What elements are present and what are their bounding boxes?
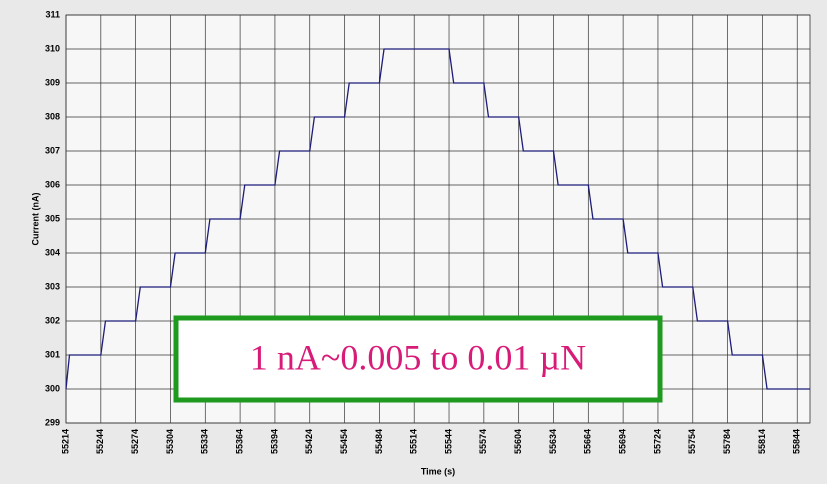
y-tick-label: 308 — [45, 111, 60, 121]
x-tick-label: 55214 — [60, 429, 70, 454]
x-tick-label: 55814 — [757, 429, 767, 454]
chart: Current (nA) Time (s) 299 300 301 302 303 304… — [0, 0, 827, 484]
y-tick-label: 302 — [45, 315, 60, 325]
y-tick-label: 311 — [45, 9, 60, 19]
y-tick-label: 309 — [45, 77, 60, 87]
x-tick-label: 55364 — [234, 429, 244, 454]
x-tick-label: 55604 — [513, 429, 523, 454]
x-tick-label: 55304 — [165, 429, 175, 454]
x-tick-label: 55574 — [478, 429, 488, 454]
y-tick-label: 301 — [45, 349, 60, 359]
x-tick-label: 55334 — [200, 429, 210, 454]
x-tick-label: 55244 — [95, 429, 105, 454]
x-tick-label: 55724 — [652, 429, 662, 454]
x-tick-label: 55784 — [722, 429, 732, 454]
x-tick-label: 55454 — [339, 429, 349, 454]
x-tick-label: 55544 — [443, 429, 453, 454]
annotation: 1 nA~0.005 to 0.01 µN — [250, 337, 586, 377]
y-tick-label: 304 — [45, 247, 60, 257]
y-tick-label: 310 — [45, 43, 60, 53]
x-tick-label: 55664 — [583, 429, 593, 454]
y-tick-label: 306 — [45, 179, 60, 189]
x-tick-label: 55484 — [374, 429, 384, 454]
x-tick-label: 55274 — [130, 429, 140, 454]
y-axis-label: Current (nA) — [30, 193, 40, 246]
y-tick-label: 307 — [45, 145, 60, 155]
x-tick-label: 55754 — [687, 429, 697, 454]
y-tick-label: 303 — [45, 281, 60, 291]
y-tick-label: 300 — [45, 383, 60, 393]
x-axis-label: Time (s) — [421, 466, 455, 476]
x-tick-label: 55394 — [269, 429, 279, 454]
x-tick-label: 55844 — [792, 429, 802, 454]
y-tick-label: 299 — [45, 417, 60, 427]
y-tick-label: 305 — [45, 213, 60, 223]
x-tick-label: 55514 — [409, 429, 419, 454]
x-tick-label: 55634 — [548, 429, 558, 454]
x-tick-label: 55694 — [618, 429, 628, 454]
x-tick-label: 55424 — [304, 429, 314, 454]
